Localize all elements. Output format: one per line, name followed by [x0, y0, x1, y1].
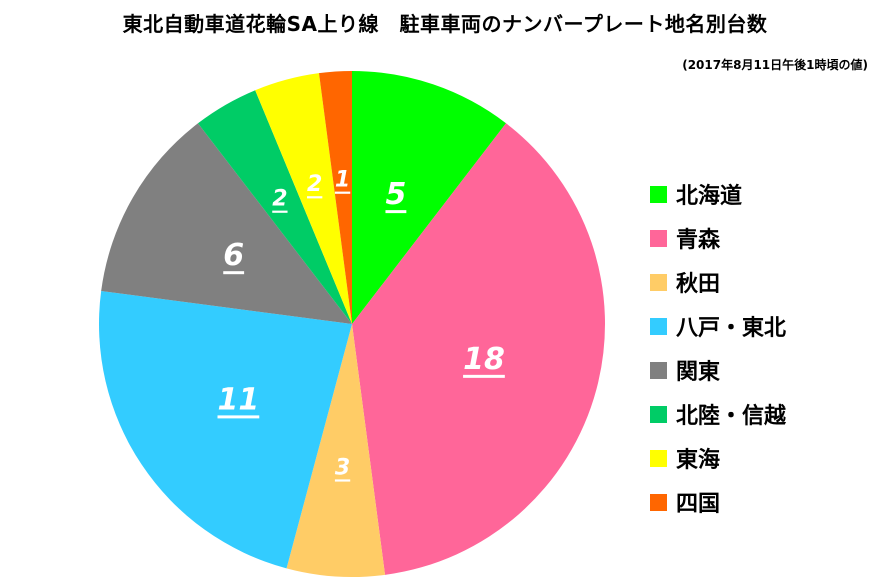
chart-title: 東北自動車道花輪SA上り線 駐車車両のナンバープレート地名別台数: [122, 12, 768, 36]
pie-slice: [197, 90, 352, 324]
legend-label: 四国: [676, 492, 721, 517]
legend-label: 北海道: [676, 184, 743, 209]
legend-swatch: [650, 273, 667, 291]
pie-slice: [101, 123, 352, 324]
legend-swatch: [650, 361, 667, 379]
legend-item: 四国: [650, 480, 786, 524]
legend-item: 秋田: [650, 260, 786, 304]
pie-slice: [255, 73, 352, 324]
legend-swatch: [650, 185, 667, 203]
legend: 北海道 青森 秋田 八戸・東北 関東 北陸・信越 東海 四国: [650, 172, 786, 524]
legend-label: 秋田: [676, 272, 721, 297]
pie-slice: [99, 290, 352, 569]
legend-label: 関東: [676, 360, 721, 385]
pie-value-label: 18: [463, 342, 505, 377]
pie-value-label: 2: [272, 187, 287, 212]
legend-swatch: [650, 317, 667, 335]
pie-value-label: 2: [307, 172, 322, 197]
legend-label: 青森: [676, 228, 721, 253]
pie-slice: [286, 324, 386, 578]
legend-swatch: [650, 449, 667, 467]
pie-slices: [99, 71, 605, 578]
legend-item: 八戸・東北: [650, 304, 786, 348]
pie-slice: [352, 71, 507, 324]
legend-item: 北陸・信越: [650, 392, 786, 436]
pie-slice: [318, 71, 352, 324]
legend-swatch: [650, 493, 667, 511]
legend-item: 青森: [650, 216, 786, 260]
legend-swatch: [650, 229, 667, 247]
legend-swatch: [650, 405, 667, 423]
legend-label: 八戸・東北: [676, 316, 787, 341]
pie-value-label: 11: [218, 382, 260, 417]
legend-label: 東海: [676, 448, 721, 473]
legend-item: 北海道: [650, 172, 786, 216]
pie-value-label: 1: [335, 168, 350, 193]
legend-label: 北陸・信越: [676, 404, 787, 429]
pie-slice: [352, 123, 605, 575]
pie-value-label: 6: [223, 238, 244, 273]
chart-subtitle: (2017年8月11日午後1時頃の値): [682, 58, 868, 72]
pie-value-label: 5: [385, 177, 406, 212]
pie-value-label: 3: [335, 455, 350, 480]
legend-item: 東海: [650, 436, 786, 480]
legend-item: 関東: [650, 348, 786, 392]
